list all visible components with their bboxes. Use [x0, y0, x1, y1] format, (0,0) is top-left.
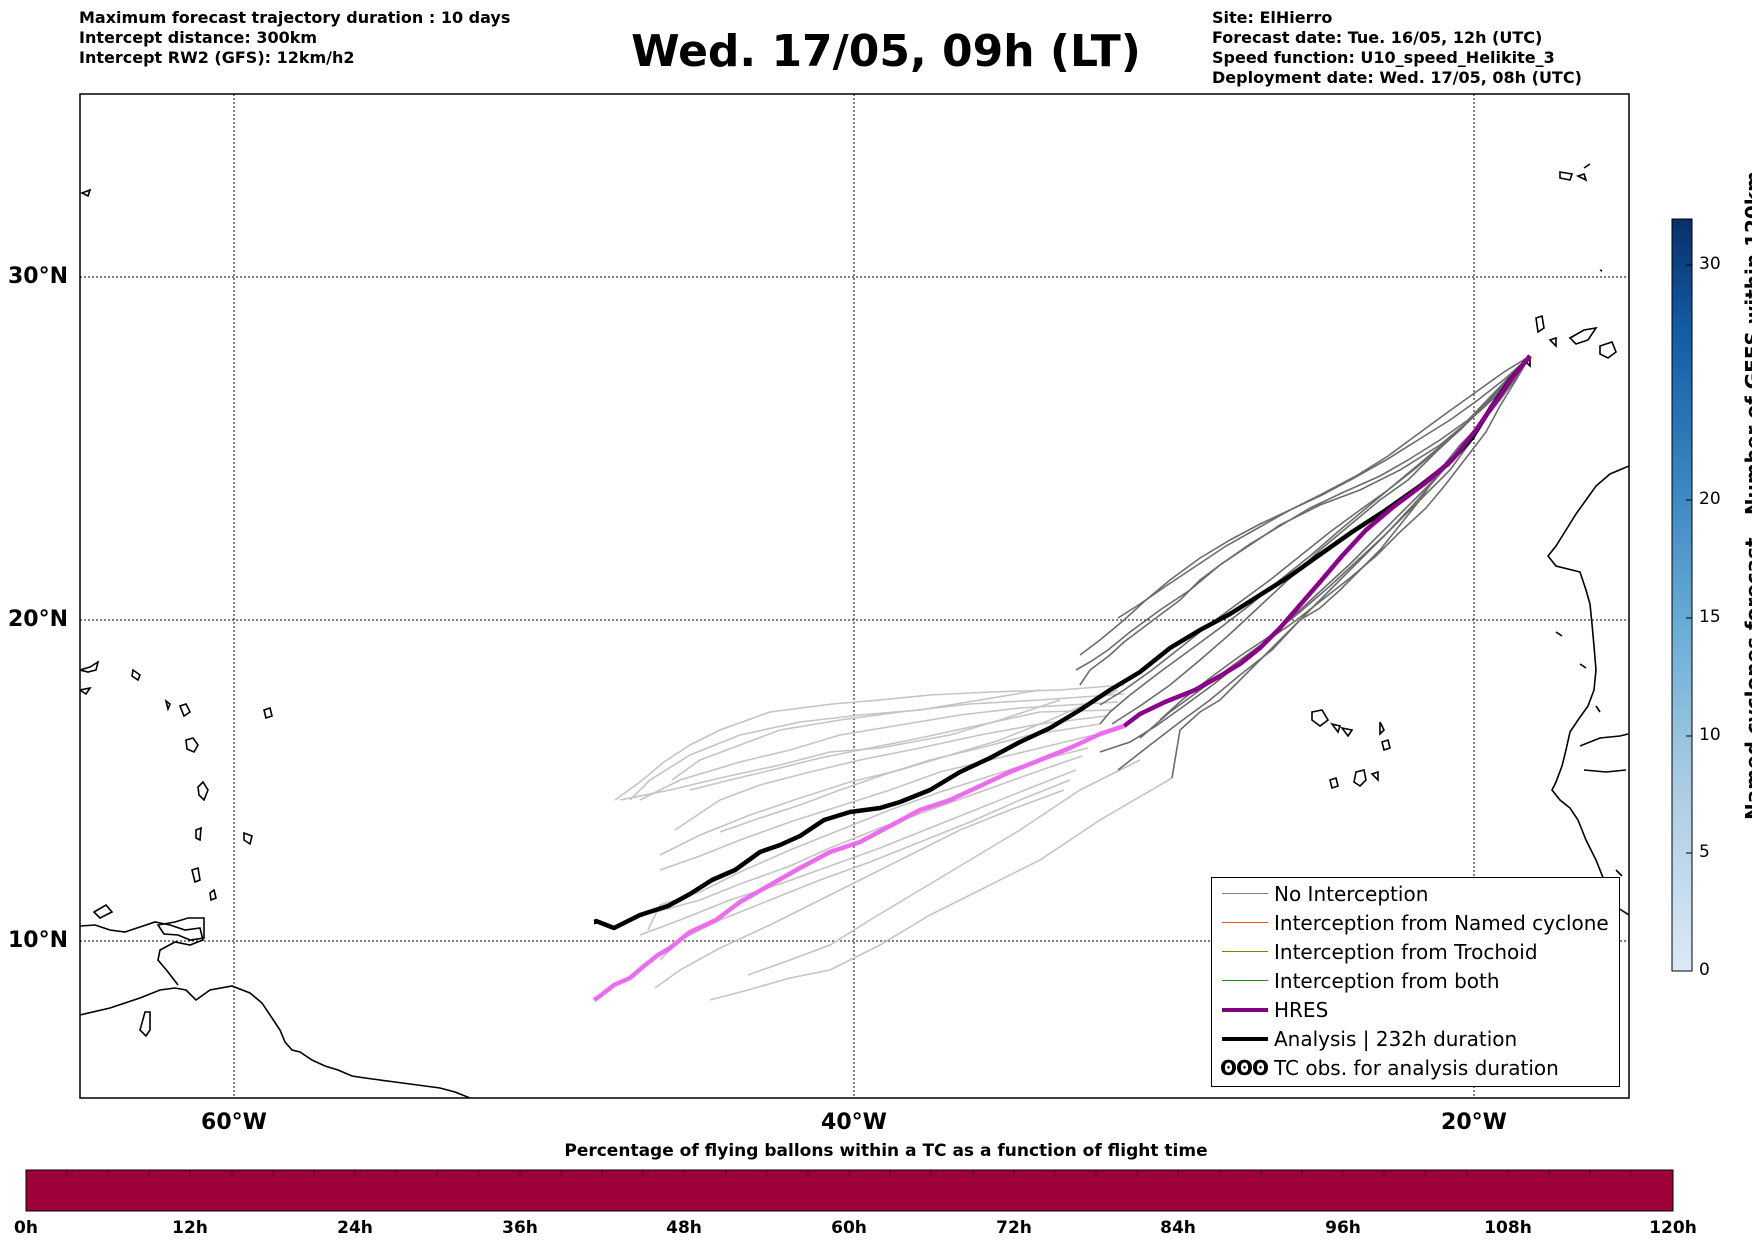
cyclone-colorbar: [1671, 218, 1693, 972]
legend-label-both: Interception from both: [1274, 969, 1500, 993]
canary-2: [1568, 326, 1598, 345]
hbar-tick-24h: 24h: [337, 1218, 373, 1238]
map-frame: [79, 93, 1630, 1099]
cbar-tick-5: 5: [1699, 842, 1710, 862]
lesser-antilles-2: [178, 703, 192, 718]
africa-coast: [1546, 465, 1629, 916]
coastlines: [80, 163, 1629, 1098]
legend-swatch-hres: [1222, 1008, 1268, 1012]
azores-dot: [1599, 269, 1603, 272]
param-intercept-distance: Intercept distance: 300km: [79, 28, 318, 47]
deployment-info: Site: ElHierro Forecast date: Tue. 16/05…: [1212, 8, 1582, 88]
legend-swatch-trochoid: [1222, 951, 1268, 952]
antilles-5: [243, 831, 253, 846]
info-site: Site: ElHierro: [1212, 8, 1333, 27]
hbar-tick-48h: 48h: [666, 1218, 702, 1238]
flight-time-colorbar: [25, 1169, 1674, 1212]
africa-inlet-2: [1583, 769, 1627, 773]
lesser-antilles-6: [209, 888, 217, 902]
cyclone-colorbar-ticks: [1686, 264, 1692, 972]
analysis-trajectory: [592, 354, 1532, 931]
hres-trajectory-light: [592, 723, 1125, 1002]
page-title: Wed. 17/05, 09h (LT): [631, 26, 1141, 77]
cbar-tick-10: 10: [1699, 725, 1721, 745]
hbar-tick-120h: 120h: [1649, 1218, 1697, 1238]
island-1: [92, 903, 114, 919]
hbar-tick-72h: 72h: [996, 1218, 1032, 1238]
hres-trajectory-dark: [1122, 354, 1532, 728]
hbar-tick-84h: 84h: [1160, 1218, 1196, 1238]
cape-verde-5: [1329, 776, 1339, 790]
cape-verde-1: [1311, 709, 1330, 727]
info-deployment-date: Deployment date: Wed. 17/05, 08h (UTC): [1212, 68, 1582, 87]
legend-label-named-cyclone: Interception from Named cyclone: [1274, 911, 1609, 935]
hbar-tick-0h: 0h: [14, 1218, 38, 1238]
cbar-tick-30: 30: [1699, 254, 1721, 274]
legend-swatch-analysis: [1222, 1037, 1268, 1041]
legend-swatch-both: [1222, 980, 1268, 981]
cbar-tick-0: 0: [1699, 960, 1710, 980]
bermuda-like: [80, 188, 92, 198]
hbar-tick-36h: 36h: [502, 1218, 538, 1238]
cape-verde-3: [1379, 721, 1385, 736]
cape-verde-4: [1381, 738, 1391, 752]
legend-label-hres: HRES: [1274, 998, 1329, 1022]
hbar-tick-108h: 108h: [1484, 1218, 1532, 1238]
hbar-tick-12h: 12h: [172, 1218, 208, 1238]
cape-verde-6: [1353, 769, 1367, 788]
cbar-tick-15: 15: [1699, 607, 1721, 627]
africa-shore-marks: [1555, 631, 1623, 897]
lon-label-20w: 20°W: [1441, 1110, 1507, 1135]
ensemble-trajectories-light: [614, 684, 1173, 1001]
hbar-tick-60h: 60h: [831, 1218, 867, 1238]
lesser-antilles-5: [191, 866, 201, 884]
lesser-antilles-3: [197, 780, 209, 802]
param-intercept-rw2: Intercept RW2 (GFS): 12km/h2: [79, 48, 355, 67]
venezuela-coast: [80, 921, 204, 986]
lesser-antilles-1: [185, 737, 199, 754]
south-america-coast: [80, 985, 471, 1098]
legend-swatch-named-cyclone: [1222, 922, 1268, 923]
canary-4: [1548, 336, 1557, 348]
madeira: [1559, 163, 1591, 182]
antilles-north: [80, 660, 100, 673]
info-forecast-date: Forecast date: Tue. 16/05, 12h (UTC): [1212, 28, 1543, 47]
flight-time-colorbar-title: Percentage of flying ballons within a TC…: [564, 1141, 1208, 1161]
map-legend: No Interception Interception from Named …: [1211, 877, 1620, 1087]
lon-label-40w: 40°W: [821, 1110, 887, 1135]
cyclone-colorbar-label: Named cyclones forecast - Number of GEFS…: [1741, 171, 1752, 820]
canary-1: [1535, 314, 1545, 334]
forecast-parameters: Maximum forecast trajectory duration : 1…: [79, 8, 510, 68]
cape-verde-7: [1370, 770, 1379, 782]
trinidad: [156, 917, 205, 941]
antilles-4: [164, 699, 171, 712]
info-speed-function: Speed function: U10_speed_Helikite_3: [1212, 48, 1555, 67]
legend-label-analysis: Analysis | 232h duration: [1274, 1027, 1518, 1051]
lat-label-30n: 30°N: [8, 264, 69, 289]
africa-inlet-1: [1579, 733, 1629, 747]
cbar-tick-20: 20: [1699, 489, 1721, 509]
canary-3: [1599, 341, 1617, 359]
cyclone-symbol-icon: ʘʘʘ: [1220, 1056, 1269, 1080]
antilles-3: [131, 668, 141, 682]
flight-time-colorbar-ticks: [66, 1170, 1632, 1176]
param-max-duration: Maximum forecast trajectory duration : 1…: [79, 8, 511, 27]
antilles-2: [80, 686, 92, 696]
cape-verde-2: [1330, 722, 1354, 738]
legend-swatch-no-interception: [1222, 893, 1268, 894]
island-2: [139, 1011, 151, 1038]
lon-label-60w: 60°W: [201, 1110, 267, 1135]
legend-label-trochoid: Interception from Trochoid: [1274, 940, 1538, 964]
antilles-6: [263, 706, 273, 720]
lesser-antilles-4: [195, 826, 202, 842]
lat-label-20n: 20°N: [8, 607, 69, 632]
legend-label-no-interception: No Interception: [1274, 882, 1429, 906]
lat-label-10n: 10°N: [8, 928, 69, 953]
legend-label-tc-obs: TC obs. for analysis duration: [1274, 1056, 1559, 1080]
hbar-tick-96h: 96h: [1325, 1218, 1361, 1238]
